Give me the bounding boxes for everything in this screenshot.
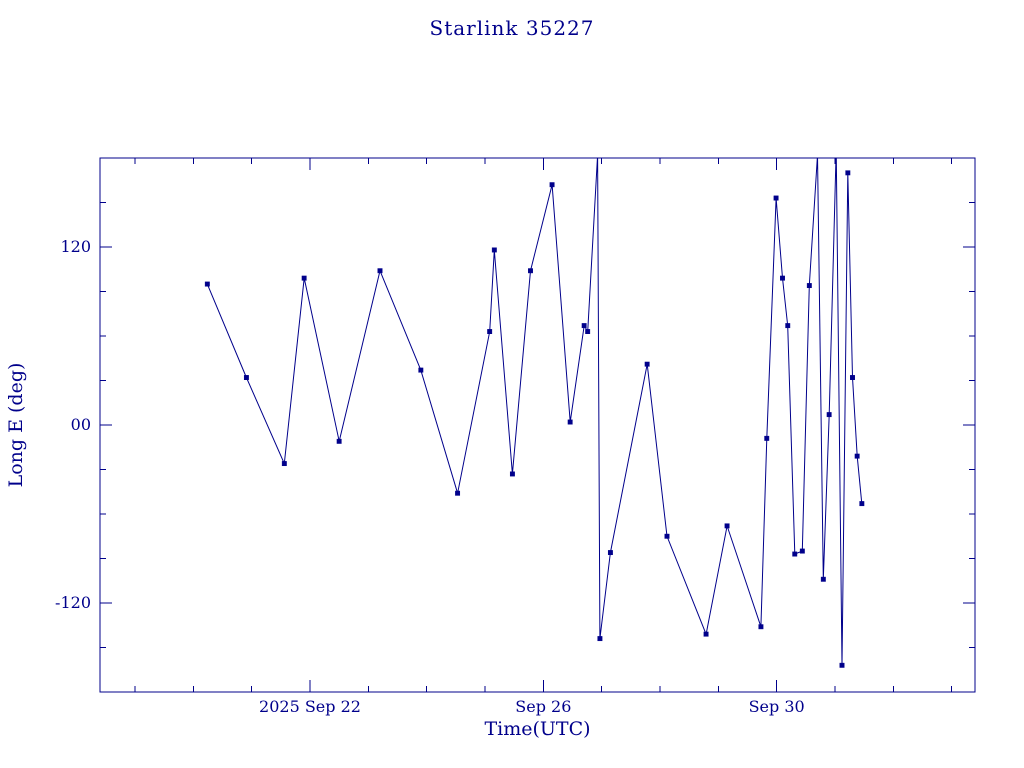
data-point: [567, 419, 573, 425]
data-point: [581, 323, 587, 329]
data-point: [377, 268, 383, 274]
data-point: [455, 490, 461, 496]
data-point: [301, 275, 307, 281]
data-point: [806, 283, 812, 289]
data-point: [585, 329, 591, 335]
data-point: [418, 367, 424, 373]
y-tick-label: 00: [71, 415, 91, 434]
data-point: [204, 281, 210, 287]
data-point: [664, 533, 670, 539]
x-tick-label: Sep 26: [515, 697, 571, 716]
data-point: [850, 375, 855, 380]
data-point: [243, 375, 249, 380]
data-point: [820, 576, 826, 582]
data-point: [826, 412, 832, 418]
data-point: [281, 461, 287, 467]
data-point: [724, 523, 730, 529]
y-tick-label: -120: [55, 593, 91, 612]
data-point: [549, 182, 555, 188]
x-tick-label: 2025 Sep 22: [259, 697, 361, 716]
data-point: [773, 195, 779, 201]
data-point: [487, 329, 493, 335]
data-point: [799, 548, 805, 554]
data-point: [644, 361, 650, 367]
data-point: [792, 551, 798, 557]
plot-frame: [99, 157, 976, 693]
data-point: [597, 636, 603, 642]
data-point: [859, 501, 865, 507]
series-group: [204, 158, 865, 668]
data-point: [764, 435, 770, 441]
data-point: [528, 268, 533, 274]
data-point: [845, 170, 851, 176]
data-point: [607, 550, 613, 556]
data-point: [336, 438, 342, 444]
x-axis-label: Time(UTC): [484, 718, 591, 740]
y-tick-label: 120: [60, 237, 91, 256]
data-point: [785, 323, 791, 329]
data-point: [509, 471, 515, 477]
x-tick-label: Sep 30: [749, 697, 805, 716]
series-line: [206, 158, 863, 666]
data-point: [780, 275, 785, 281]
data-point: [491, 247, 497, 253]
data-point: [839, 662, 845, 668]
chart-title: Starlink 35227: [429, 16, 595, 40]
data-point: [758, 624, 764, 630]
data-point: [703, 631, 709, 637]
data-point: [854, 453, 860, 459]
